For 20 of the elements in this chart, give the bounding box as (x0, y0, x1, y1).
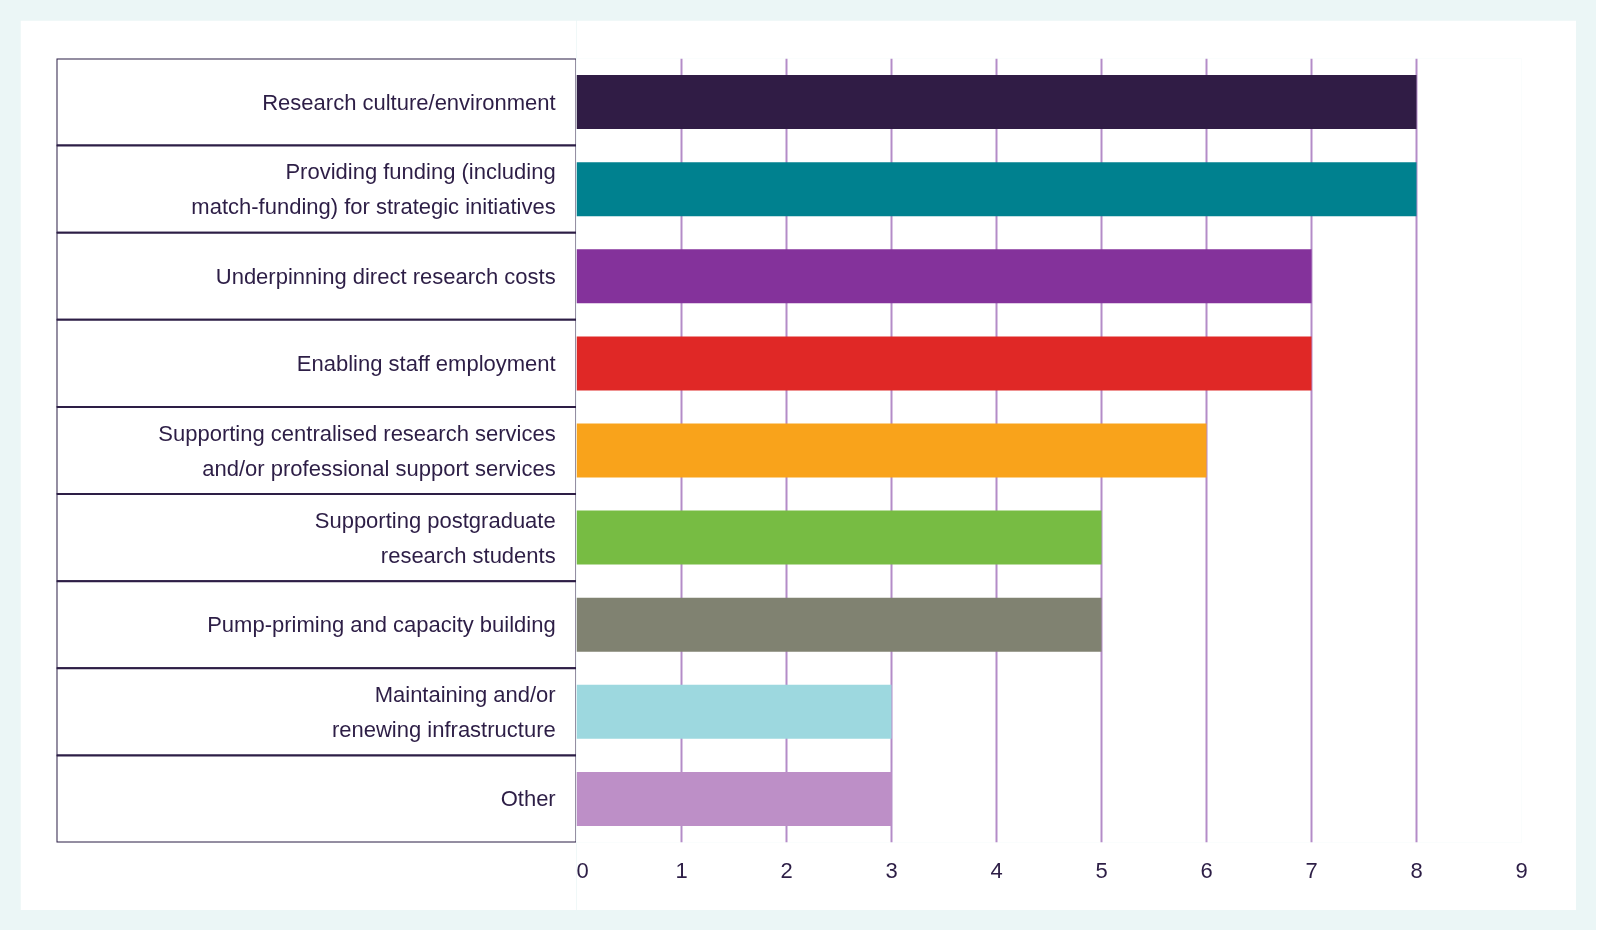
x-tick-label: 6 (1200, 857, 1213, 883)
y-tick-label: Other (500, 786, 556, 812)
x-tick-label: 9 (1515, 857, 1528, 883)
y-tick-label: Providing funding (including match-funding) for strategic initiatives (191, 159, 556, 220)
y-tick-label: Maintaining and/or renewing infrastructure (331, 681, 556, 742)
y-tick-label: Underpinning direct research costs (215, 263, 556, 289)
y-tick-label: Research culture/environment (262, 89, 556, 115)
y-tick-label: Supporting centralised research services and/or professional support services (158, 420, 556, 481)
y-tick-label: Supporting postgraduate research students (314, 507, 556, 568)
x-tick-label: 5 (1095, 857, 1108, 883)
x-tick-label: 4 (990, 857, 1003, 883)
x-tick-label: 0 (576, 857, 589, 883)
y-tick-label: Pump-priming and capacity building (207, 612, 556, 638)
y-tick-label: Enabling staff employment (296, 350, 556, 376)
x-tick-label: 2 (780, 857, 793, 883)
x-tick-label: 3 (885, 857, 898, 883)
x-tick-label: 7 (1305, 857, 1318, 883)
bar (576, 684, 892, 739)
x-tick-label: 8 (1410, 857, 1423, 883)
x-tick-label: 1 (675, 857, 688, 883)
